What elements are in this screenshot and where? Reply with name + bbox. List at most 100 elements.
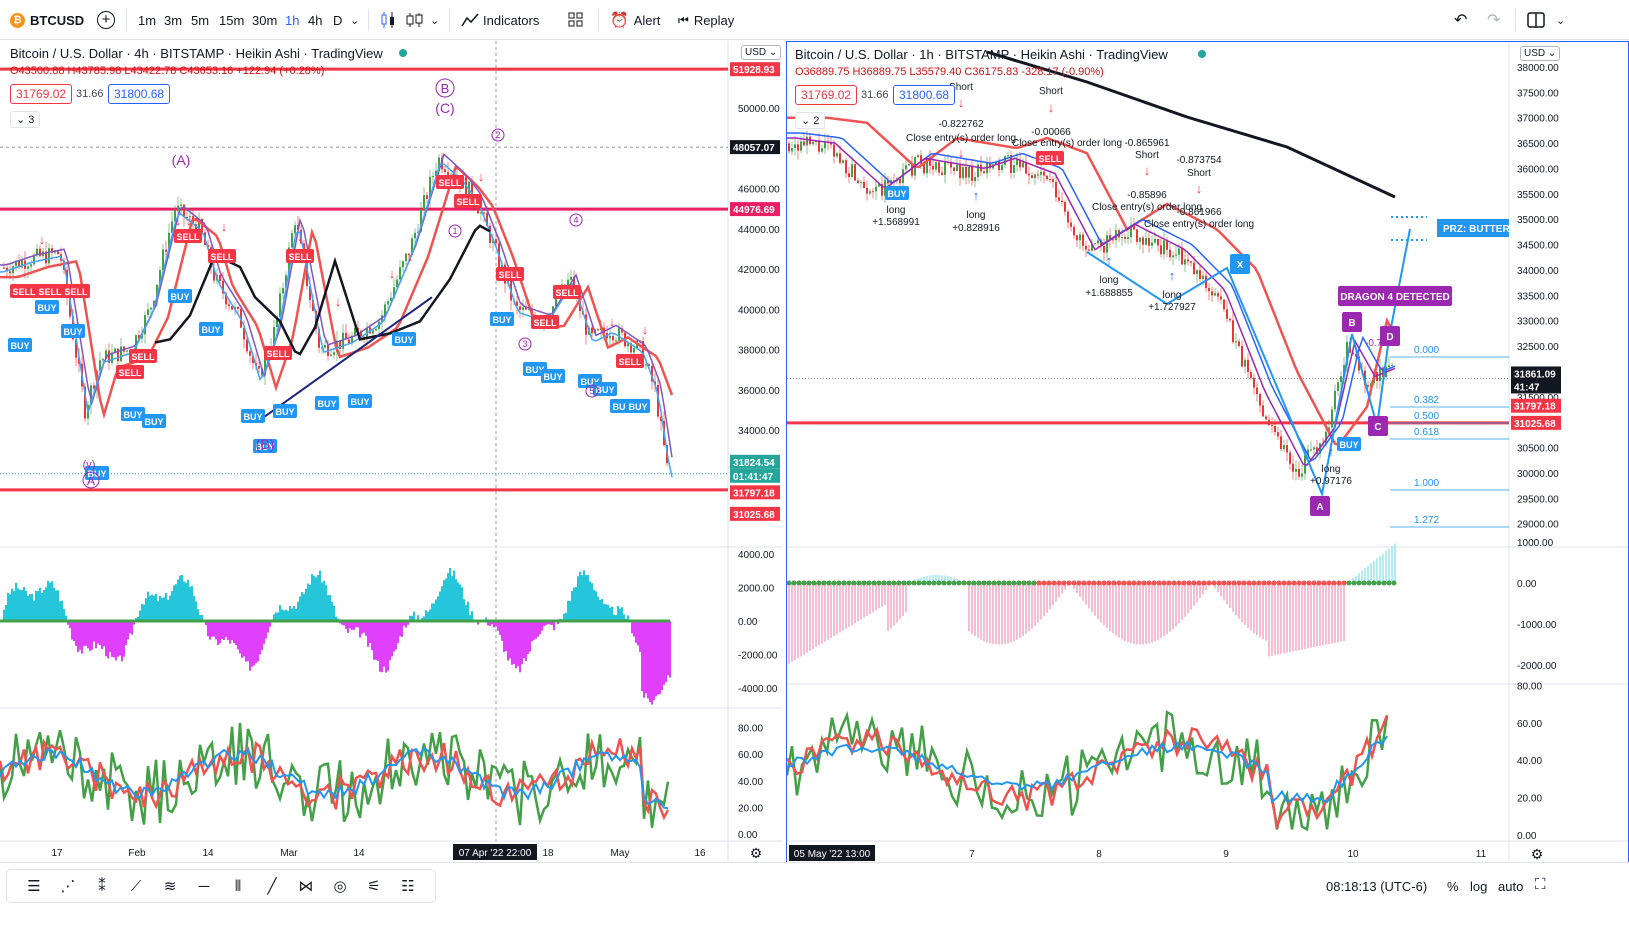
osc-axis-label: -2000.00 — [1517, 661, 1557, 672]
left-ask-price[interactable]: 31800.68 — [108, 84, 171, 104]
symbol-search[interactable]: ₿ BTCUSD — [10, 0, 84, 40]
fib-icon[interactable]: ≋ — [163, 878, 177, 895]
buy-signal-text: BUY — [612, 402, 631, 412]
candle-body — [3, 267, 5, 269]
timeframe-30m[interactable]: 30m — [252, 12, 278, 28]
sell-signal — [208, 249, 236, 263]
timeframe-dropdown-icon[interactable]: ⌄ — [350, 14, 360, 27]
undo-icon[interactable]: ↶ — [1454, 12, 1468, 29]
timeframe-4h[interactable]: 4h — [308, 12, 323, 28]
left-chart-pane[interactable]: 50000.0048000.0046000.0044000.0042000.00… — [0, 41, 783, 896]
buy-signal-text: BUY — [350, 397, 369, 407]
candle-body — [153, 300, 155, 308]
right-chart-canvas[interactable]: 38000.00 37500.00 37000.00 36500.00 36000.00… — [787, 42, 1628, 895]
candle-body — [800, 141, 802, 151]
candle-body — [522, 307, 524, 310]
time-axis-label: 10 — [1347, 849, 1359, 860]
xabcd-pattern-icon[interactable]: ⋈ — [298, 878, 314, 895]
timeframe-1h[interactable]: 1h — [285, 12, 300, 28]
candle-body — [1253, 377, 1255, 388]
buy-arrow: ↑ — [1169, 268, 1176, 283]
list-icon[interactable]: ☷ — [401, 878, 415, 895]
left-indicator-collapse[interactable]: ⌄ 3 — [10, 111, 41, 128]
timeframe-d[interactable]: D — [333, 12, 343, 28]
zero-dot — [831, 580, 837, 586]
layout-icon[interactable] — [1527, 0, 1545, 40]
right-bid-price[interactable]: 31769.02 — [795, 85, 858, 105]
rsi-axis-label: 80.00 — [1517, 681, 1542, 692]
redo-icon[interactable]: ↷ — [1487, 12, 1501, 29]
brush-icon[interactable]: ◎ — [333, 878, 347, 895]
right-indicator-collapse[interactable]: ⌄ 2 — [795, 112, 826, 129]
price-axis-label: 35000.00 — [1517, 215, 1559, 226]
candle-body — [1037, 174, 1039, 176]
candle-body — [117, 348, 119, 362]
log-toggle[interactable]: log — [1470, 879, 1488, 894]
cursor-lines-icon[interactable]: ☰ — [27, 878, 41, 895]
candle-body — [114, 348, 116, 353]
bitcoin-icon: ₿ — [10, 12, 25, 28]
fullscreen-icon[interactable]: ⛶ — [1535, 876, 1546, 893]
bars-pattern-icon[interactable]: ⫴ — [234, 877, 242, 895]
timeframe-5m[interactable]: 5m — [191, 12, 210, 28]
bar-style-icon[interactable] — [405, 0, 425, 40]
settings-lines-icon[interactable]: ⚟ — [367, 878, 381, 895]
symbol-label: BTCUSD — [30, 12, 85, 28]
clock-display[interactable]: 08:18:13 (UTC-6) — [1326, 879, 1428, 894]
compare-add-button[interactable]: + — [97, 0, 115, 40]
layout-dropdown-icon[interactable]: ⌄ — [1556, 14, 1566, 27]
ray-icon[interactable]: ╱ — [267, 878, 277, 895]
right-chart-pane[interactable]: 38000.00 37500.00 37000.00 36500.00 36000.00… — [786, 41, 1629, 896]
horizontal-line-icon[interactable]: ─ — [198, 877, 210, 895]
alert-button[interactable]: ⏰ Alert — [610, 0, 660, 40]
zigzag-abc-icon[interactable]: ⋰ — [60, 878, 76, 895]
candles-icon[interactable] — [380, 0, 396, 40]
zero-dot — [1301, 580, 1307, 586]
timeframe-1m[interactable]: 1m — [138, 12, 157, 28]
candle-body — [228, 304, 230, 307]
candle-body — [839, 153, 841, 163]
replay-button[interactable]: ⏮ Replay — [678, 0, 734, 40]
candle-body — [384, 304, 386, 316]
zero-dot — [846, 580, 852, 586]
candle-body — [105, 350, 107, 360]
wave-number: 4 — [573, 215, 578, 225]
templates-button[interactable] — [568, 0, 584, 40]
percent-toggle[interactable]: % — [1447, 879, 1459, 894]
wave-numbers-icon[interactable]: ⁑ — [98, 878, 106, 895]
left-chart-canvas[interactable]: 50000.0048000.0046000.0044000.0042000.00… — [0, 41, 783, 896]
indicators-button[interactable]: Indicators — [461, 0, 539, 40]
candle-body — [276, 316, 278, 328]
zero-dot — [881, 580, 887, 586]
trend-line-icon[interactable]: ⟋ — [130, 877, 142, 895]
sell-signal — [129, 349, 157, 363]
candle-body — [135, 335, 137, 351]
rsi-axis-label: 60.00 — [738, 750, 763, 761]
candle-body — [48, 248, 50, 264]
right-ask-price[interactable]: 31800.68 — [893, 85, 956, 105]
price-tag — [730, 140, 780, 155]
left-bid-price[interactable]: 31769.02 — [10, 84, 73, 104]
left-currency-button[interactable]: USD ⌄ — [741, 45, 782, 60]
auto-toggle[interactable]: auto — [1498, 879, 1524, 894]
zero-dot — [866, 580, 872, 586]
right-currency-button[interactable]: USD ⌄ — [1520, 46, 1561, 61]
chart-style-dropdown-icon[interactable]: ⌄ — [430, 14, 440, 27]
candle-body — [9, 271, 11, 274]
timeframe-3m[interactable]: 3m — [164, 12, 183, 28]
price-tag-text: 31025.68 — [1514, 419, 1556, 430]
timeframe-15m[interactable]: 15m — [219, 12, 245, 28]
candle-body — [360, 330, 362, 337]
zero-dot — [1181, 580, 1187, 586]
wave-circle — [585, 384, 599, 398]
candle-body — [1175, 254, 1177, 256]
candle-body — [309, 286, 311, 300]
zero-dot — [1161, 580, 1167, 586]
zero-dot — [1381, 580, 1387, 586]
candle-body — [1067, 211, 1069, 223]
candle-body — [660, 416, 662, 421]
sell-signal-text: SELL — [288, 252, 312, 262]
candle-body — [1382, 367, 1384, 378]
price-tag — [1511, 366, 1561, 381]
zero-dot — [1076, 580, 1082, 586]
